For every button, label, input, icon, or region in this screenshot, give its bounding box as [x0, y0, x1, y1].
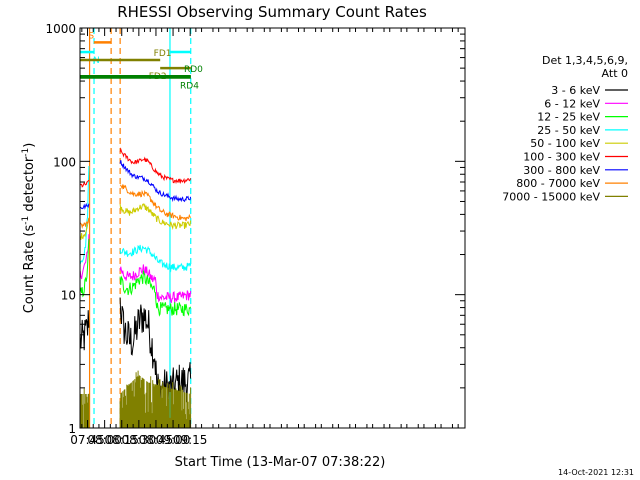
y-axis-label: Count Rate (s-1 detector-1): [21, 143, 37, 314]
plot-frame: [79, 27, 466, 429]
legend-label: 100 - 300 keV: [523, 151, 600, 164]
marker-lines: [88, 28, 192, 428]
y-axis-label-sup: -1: [21, 148, 31, 157]
x-tick-label: 07:45: [70, 433, 105, 447]
y-axis-label-part: Count Rate (s: [22, 225, 37, 314]
series-line: [79, 310, 90, 351]
y-axis-label-sup: -1: [21, 216, 31, 225]
series-line: [119, 147, 192, 185]
y-tick-label: 100: [53, 155, 76, 169]
chart-title: RHESSI Observing Summary Count Rates: [117, 3, 427, 21]
x-tick-label: 09:15: [173, 433, 208, 447]
series-line: [119, 264, 192, 304]
series-line: [79, 179, 90, 188]
series-line: [79, 238, 90, 298]
legend-label: 7000 - 15000 keV: [502, 190, 600, 203]
y-tick-label: 10: [61, 289, 76, 303]
x-tick-label: 09:00: [156, 433, 191, 447]
y-tick-label: 1: [68, 422, 76, 436]
series-line: [119, 297, 192, 408]
series-line: [119, 244, 192, 273]
flag-label: RD4: [180, 82, 199, 92]
series-line: [119, 370, 192, 428]
x-tick-label: 08:30: [122, 433, 157, 447]
series-line: [79, 165, 90, 265]
series-lines: [79, 147, 192, 428]
flag-label: S: [88, 31, 94, 41]
series-line: [79, 234, 90, 280]
flag-label: RD0: [184, 65, 203, 75]
legend-header-1: Det 1,3,4,5,6,9,: [542, 54, 628, 67]
series-line: [79, 217, 90, 240]
legend-label: 300 - 800 keV: [523, 164, 600, 177]
flag-bars: SNFD1FD2RD0RD4: [80, 31, 203, 92]
y-tick-label: 1000: [45, 22, 76, 36]
x-tick-label: 08:15: [104, 433, 139, 447]
x-tick-label: 08:45: [139, 433, 174, 447]
y-axis-label-part: detector: [22, 156, 37, 216]
series-line: [79, 202, 90, 210]
legend-label: 25 - 50 keV: [537, 124, 600, 137]
legend-label: 3 - 6 keV: [551, 84, 600, 97]
x-axis-label: Start Time (13-Mar-07 07:38:22): [175, 455, 386, 470]
legend-label: 12 - 25 keV: [537, 111, 600, 124]
series-line: [119, 160, 192, 203]
y-axis-label-part: ): [22, 143, 37, 148]
series-line: [119, 184, 192, 222]
x-tick-label: 08:00: [87, 433, 122, 447]
legend-label: 6 - 12 keV: [544, 97, 600, 110]
legend-label: 50 - 100 keV: [530, 137, 600, 150]
series-line: [119, 270, 192, 317]
footer-date: 14-Oct-2021 12:31: [558, 468, 634, 477]
series-line: [119, 203, 192, 230]
series-line: [79, 217, 90, 230]
legend-label: 800 - 7000 keV: [516, 177, 600, 190]
flag-label: FD1: [154, 49, 172, 59]
legend-header-2: Att 0: [602, 67, 628, 80]
